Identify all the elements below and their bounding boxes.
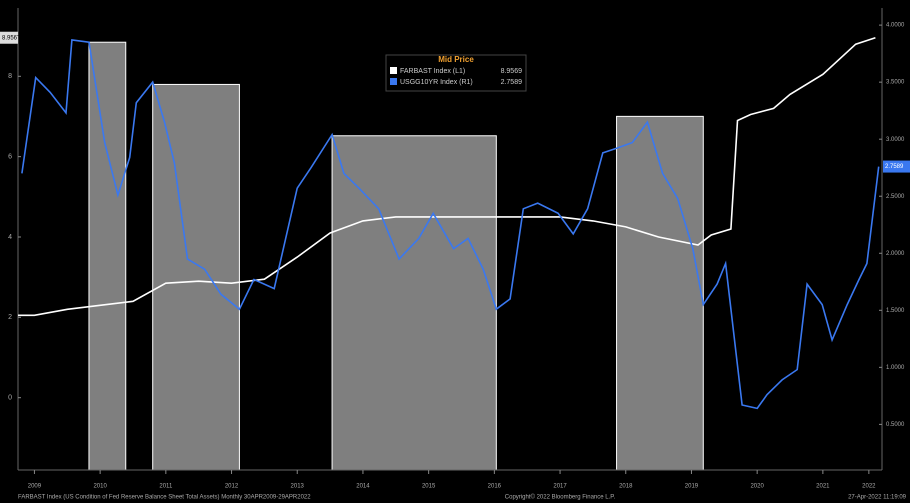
shaded-region	[88, 41, 127, 471]
x-tick-label: 2013	[291, 484, 305, 490]
y2-tick-label: 2.5000	[886, 194, 905, 200]
x-tick-label: 2020	[750, 484, 764, 490]
y-tick-label: 8	[8, 73, 12, 80]
legend-label: FARBAST Index (L1)	[400, 68, 465, 75]
y2-tick-label: 1.5000	[886, 308, 905, 314]
x-tick-label: 2012	[225, 484, 239, 490]
legend-swatch	[390, 78, 397, 85]
legend-value: 8.9569	[501, 68, 523, 75]
y2-tick-label: 4.0000	[886, 23, 905, 29]
footer-copyright: Copyright© 2022 Bloomberg Finance L.P.	[505, 494, 616, 501]
x-tick-label: 2018	[619, 484, 633, 490]
legend-label: USGG10YR Index (R1)	[400, 79, 473, 86]
x-tick-label: 2022	[862, 484, 876, 490]
footer-source: FARBAST Index (US Condition of Fed Reser…	[18, 495, 311, 501]
legend: Mid Price FARBAST Index (L1) 8.9569 USGG10Y…	[385, 54, 527, 92]
x-tick-label: 2014	[356, 484, 370, 490]
x-tick-label: 2021	[816, 484, 830, 490]
y2-tick-label: 3.0000	[886, 137, 905, 143]
shaded-region	[331, 135, 497, 471]
last-value-tag	[883, 160, 910, 173]
y-tick-label: 4	[8, 234, 12, 241]
y2-tick-label: 3.5000	[886, 80, 905, 86]
x-tick-label: 2017	[553, 484, 567, 490]
legend-title: Mid Price	[438, 55, 474, 64]
x-tick-label: 2015	[422, 484, 436, 490]
legend-box	[385, 54, 527, 92]
footer-timestamp: 27-Apr-2022 11:19:09	[848, 495, 907, 501]
y2-tick-label: 1.0000	[886, 365, 905, 371]
x-tick-label: 2011	[159, 484, 173, 490]
shaded-region	[152, 83, 240, 471]
legend-value: 2.7589	[501, 79, 523, 86]
series-line	[21, 38, 880, 410]
x-tick-label: 2010	[93, 484, 107, 490]
y2-tick-label: 2.0000	[886, 251, 905, 257]
y-tick-label: 6	[8, 153, 12, 160]
x-tick-label: 2019	[685, 484, 699, 490]
y-tick-label: 0	[8, 395, 12, 402]
last-value-label: 8.956T	[2, 35, 21, 41]
x-tick-label: 2009	[28, 484, 42, 490]
y-tick-label: 2	[8, 314, 12, 321]
series-line	[18, 36, 876, 317]
legend-swatch	[390, 67, 397, 74]
x-tick-label: 2016	[488, 484, 502, 490]
shaded-region	[616, 115, 704, 471]
last-value-tag	[0, 31, 18, 44]
last-value-label: 2.7589	[885, 164, 904, 170]
y2-tick-label: 0.5000	[886, 422, 905, 428]
